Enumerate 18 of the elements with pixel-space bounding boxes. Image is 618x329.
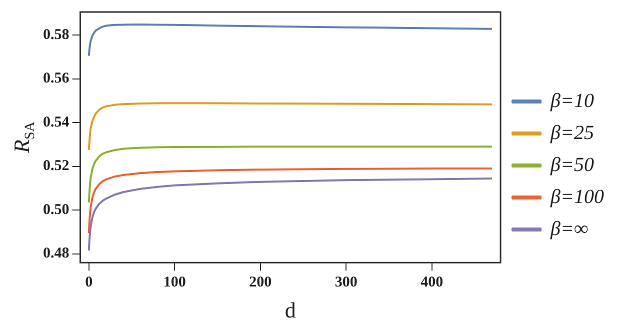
x-tick-label: 200 — [249, 274, 272, 290]
x-tick-label: 300 — [334, 274, 358, 290]
y-tick-label: 0.48 — [43, 246, 70, 262]
x-tick-label: 100 — [163, 274, 186, 290]
y-tick-label: 0.52 — [43, 158, 70, 174]
y-tick-label: 0.56 — [43, 70, 70, 87]
legend-label: β=∞ — [550, 218, 588, 240]
y-tick-label: 0.50 — [43, 202, 70, 218]
x-tick-label: 400 — [420, 274, 444, 290]
y-axis-title: RSA — [9, 120, 38, 154]
x-axis-title: d — [284, 298, 296, 323]
legend-label: β=25 — [550, 122, 594, 144]
legend-label: β=100 — [550, 186, 604, 208]
x-tick-label: 0 — [85, 274, 93, 290]
legend-label: β=10 — [550, 90, 594, 112]
y-tick-label: 0.54 — [43, 114, 70, 130]
y-tick-label: 0.58 — [43, 26, 70, 43]
legend-label: β=50 — [550, 154, 594, 176]
